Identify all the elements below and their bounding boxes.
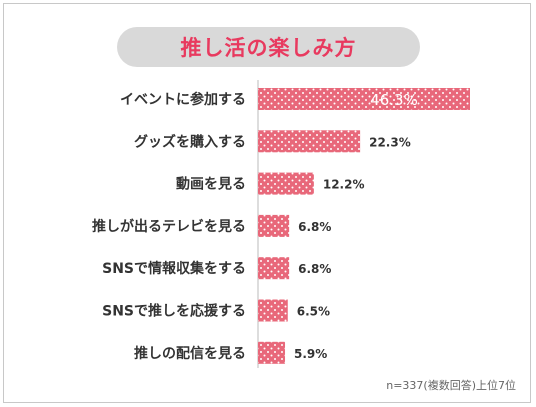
bar — [258, 341, 286, 364]
category-label: SNSで推しを応援する — [102, 303, 246, 320]
title-banner: 推し活の楽しみ方 — [117, 27, 420, 67]
sample-note: n=337(複数回答)上位7位 — [386, 379, 516, 392]
value-label: 6.8% — [298, 262, 331, 276]
value-label: 6.8% — [298, 220, 331, 234]
bars-group: イベントに参加する 46.3% グッズを購入する 22.3% 動画を見る 12.2% 推しが… — [92, 88, 470, 364]
bar — [258, 299, 288, 322]
category-label: イベントに参加する — [120, 91, 246, 108]
value-label: 22.3% — [369, 135, 411, 149]
bar — [258, 172, 314, 195]
bar — [258, 214, 290, 237]
bar — [258, 130, 361, 153]
category-label: 推しの配信を見る — [134, 345, 246, 362]
category-label: 推しが出るテレビを見る — [92, 218, 246, 235]
category-label: SNSで情報収集をする — [102, 260, 246, 277]
value-label: 5.9% — [294, 347, 327, 361]
value-label: 46.3% — [370, 91, 418, 109]
category-label: 動画を見る — [176, 176, 246, 193]
value-label: 6.5% — [297, 305, 330, 319]
category-label: グッズを購入する — [134, 133, 246, 150]
bar — [258, 257, 290, 280]
chart-frame — [3, 3, 531, 403]
value-label: 12.2% — [323, 178, 365, 192]
bar — [258, 88, 470, 110]
chart-title: 推し活の楽しみ方 — [180, 36, 357, 60]
